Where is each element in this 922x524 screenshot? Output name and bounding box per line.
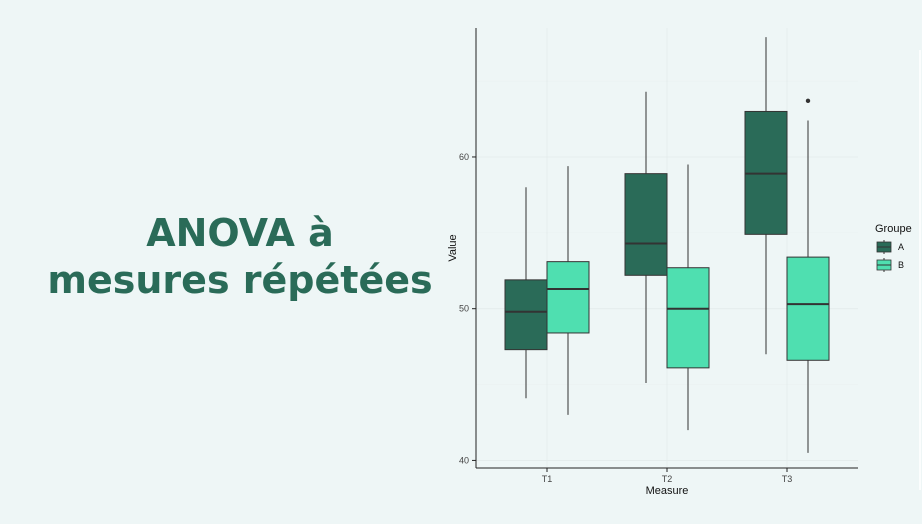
box-A-T2 — [624, 173, 668, 276]
slide-title: ANOVA à mesures répétées — [40, 210, 440, 304]
legend: Groupe AB — [875, 223, 912, 272]
legend-title: Groupe — [875, 223, 912, 235]
slide-title-line-1: ANOVA à — [146, 211, 334, 255]
y-tick-label: 60 — [459, 152, 469, 162]
box-B-T2 — [666, 267, 710, 369]
y-tick-label: 40 — [459, 455, 469, 465]
box-B-T1 — [546, 261, 590, 334]
slide-title-line-2: mesures répétées — [47, 258, 433, 302]
x-axis-label: Measure — [646, 485, 689, 497]
box-B-T3 — [786, 256, 830, 361]
y-axis-label: Value — [447, 234, 459, 261]
axes: 40 50 60 T1 T2 T3 — [459, 28, 858, 484]
legend-label-A: A — [898, 242, 904, 252]
x-tick-label: T2 — [662, 474, 673, 484]
x-tick-label: T1 — [542, 474, 553, 484]
box-series — [504, 37, 830, 453]
box-A-T1 — [504, 279, 548, 351]
x-tick-label: T3 — [782, 474, 793, 484]
legend-label-B: B — [898, 260, 904, 270]
y-tick-label: 50 — [459, 304, 469, 314]
outlier-point — [805, 98, 811, 104]
